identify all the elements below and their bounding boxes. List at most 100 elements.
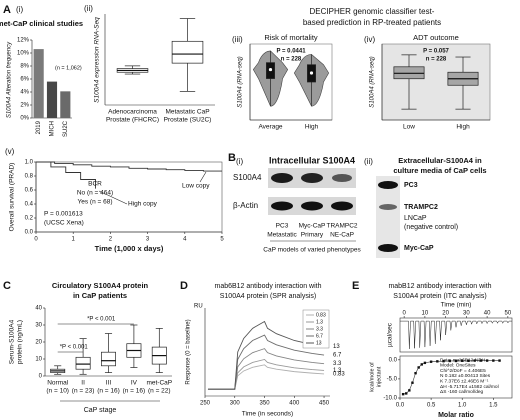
fit-text: Model: OneSites xyxy=(440,363,476,369)
blot-lane-label: PC3 xyxy=(276,223,289,230)
series-line xyxy=(207,320,325,390)
x-tick-label: Metastatic CaP xyxy=(165,109,209,116)
y-tick-label: 10 xyxy=(35,357,42,363)
y-axis-label: Overall survival (PRAD) xyxy=(9,163,16,232)
x-tick-label: 1.0 xyxy=(458,403,467,409)
y-axis-label: Response (0 = baseline) xyxy=(186,319,192,384)
blot-band xyxy=(332,174,352,182)
axis-unit: RU xyxy=(194,304,203,310)
callout-arrow xyxy=(98,190,128,205)
blot-title: culture media of CaP cells xyxy=(393,166,486,175)
band-label: PC3 xyxy=(404,182,418,189)
data-point xyxy=(467,359,470,362)
x-tick-label: III xyxy=(106,380,112,387)
annotation: (UCSC Xena) xyxy=(44,220,84,227)
x-tick-label: High xyxy=(305,124,319,131)
panel-label: D xyxy=(180,280,188,292)
band-label: (negative control) xyxy=(404,224,458,231)
x-tick-label: 400 xyxy=(289,401,300,407)
chart-title: met-CaP clinical studies xyxy=(0,19,83,28)
series-line xyxy=(36,161,222,172)
x-tick-label: Normal xyxy=(47,380,69,387)
series-line xyxy=(207,364,325,390)
blot-lane-label: TRAMPC2 xyxy=(326,223,357,230)
x-tick-label: 0 xyxy=(34,237,38,243)
callout-arrow xyxy=(199,171,207,183)
stat-text: P = 0.057 xyxy=(423,49,449,55)
series-end-label: 0.83 xyxy=(333,372,345,378)
panel-label: E xyxy=(352,280,359,292)
data-point xyxy=(414,371,417,375)
median xyxy=(268,67,273,72)
y-tick-label: 12% xyxy=(17,38,30,44)
x-tick-label: (n = 16) xyxy=(97,388,120,395)
data-point xyxy=(498,359,501,362)
y-tick-label: 0.4 xyxy=(25,202,34,208)
chart-title: S100A4 protein (SPR analysis) xyxy=(220,293,317,300)
annotation: P = 0.001613 xyxy=(44,211,83,218)
blot-intracellular xyxy=(268,168,356,242)
y-axis-label: S100A4 expression RNA-Seq xyxy=(94,17,101,103)
stat-text: n = 228 xyxy=(426,57,447,63)
blot-band xyxy=(331,201,353,211)
x-tick-label: High xyxy=(456,124,470,131)
gel-band xyxy=(379,204,397,210)
series-line xyxy=(207,348,325,390)
y-tick-label: 6% xyxy=(20,77,29,83)
x-tick-label: 300 xyxy=(230,401,241,407)
panel-sublabel: (iv) xyxy=(364,35,375,44)
panel-sublabel: (i) xyxy=(16,5,23,14)
chart-title: mabB12 antibody interaction with xyxy=(388,283,491,290)
annotation: BCR xyxy=(88,181,102,188)
y-tick-label: 0.8 xyxy=(25,174,34,180)
blot-band xyxy=(301,201,323,211)
series-end-label: 3.3 xyxy=(333,361,342,367)
x-tick-label: 0 xyxy=(402,311,406,317)
x-tick-label: IV xyxy=(131,380,138,387)
x-tick-label: 3 xyxy=(146,237,150,243)
x-tick-label: Average xyxy=(258,124,282,131)
chart-title: Risk of mortality xyxy=(264,33,318,42)
x-tick-label: 40 xyxy=(484,311,491,317)
y-tick-label: 40 xyxy=(35,306,42,312)
series-callout: Low copy xyxy=(182,183,210,190)
x-tick-label: (n = 22) xyxy=(148,388,171,395)
legend-label: 1.3 xyxy=(316,319,323,325)
stat-text: P = 0.0441 xyxy=(276,49,306,55)
panel-label: C xyxy=(3,280,11,292)
y-axis-label: µcal/sec xyxy=(387,322,394,347)
y-tick-label: 30 xyxy=(35,323,42,329)
data-point xyxy=(408,389,411,392)
x-tick-label: 0.5 xyxy=(427,403,436,409)
panel-sublabel: (iii) xyxy=(232,35,243,44)
y-axis-label: kcal/mole of xyxy=(369,362,375,392)
box xyxy=(75,356,91,370)
x-tick-label: 450 xyxy=(319,401,330,407)
series-line xyxy=(207,358,325,390)
annotation: (n = 1,062) xyxy=(55,65,82,71)
x-tick-label: 50 xyxy=(505,311,512,317)
band-label: Myc-CaP xyxy=(404,245,434,252)
data-point xyxy=(461,359,464,362)
panel-sublabel: (v) xyxy=(5,147,15,156)
y-tick-label: -10.0 xyxy=(383,396,397,402)
data-point xyxy=(479,359,483,362)
chart-title: mab6B12 antibody interaction with xyxy=(214,283,321,290)
x-tick-label: SU2C xyxy=(63,120,69,137)
chart-title: S100A4 protein (ITC analysis) xyxy=(393,293,486,300)
band-label: LNCaP xyxy=(404,215,427,222)
y-tick-label: 8% xyxy=(20,64,29,70)
box xyxy=(171,40,204,64)
chart-title: in CaP patients xyxy=(73,291,127,300)
data-point xyxy=(401,392,405,396)
x-tick-label: (n = 16) xyxy=(123,388,146,395)
y-tick-label: -5.0 xyxy=(387,376,398,382)
y-tick-label: 10% xyxy=(17,51,30,57)
series-line xyxy=(36,161,96,189)
panel-sublabel: (ii) xyxy=(364,157,373,166)
data-point xyxy=(423,361,427,365)
x-tick-label: II xyxy=(81,380,85,387)
x-tick-label: 20 xyxy=(442,311,449,317)
data-point xyxy=(473,359,476,362)
data-point xyxy=(485,359,489,362)
